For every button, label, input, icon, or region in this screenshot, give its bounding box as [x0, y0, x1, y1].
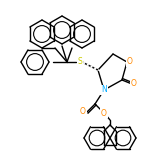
Text: O: O [127, 57, 133, 67]
Text: O: O [80, 107, 86, 116]
Text: S: S [78, 57, 82, 67]
Text: O: O [101, 109, 107, 117]
Text: N: N [101, 85, 107, 95]
Text: O: O [131, 79, 137, 88]
